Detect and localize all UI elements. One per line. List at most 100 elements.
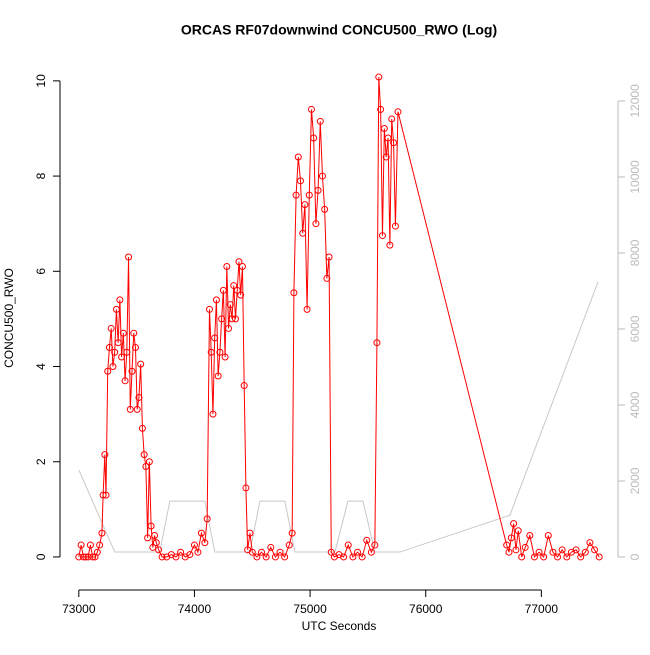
data-point [211,334,219,342]
data-point [218,315,226,323]
data-point [526,532,534,540]
data-point [292,191,300,199]
data-point [378,232,386,240]
data-point [390,139,398,147]
data-point [540,553,548,561]
data-point [373,339,381,347]
data-point [510,520,518,528]
y-tick-label: 2 [34,458,48,465]
data-point [158,553,166,561]
data-point [325,253,333,261]
data-point [207,348,215,356]
data-point [221,353,229,361]
data-point [514,527,522,535]
data-point [219,286,227,294]
data-point [577,553,585,561]
y2-tick-label: 8000 [628,239,642,266]
data-point [101,451,109,459]
y2-tick-label: 12000 [628,84,642,118]
data-point [394,108,402,116]
data-point [230,282,238,290]
data-point [314,186,322,194]
data-point [145,458,153,466]
data-point [118,353,126,361]
data-point [190,541,198,549]
data-point [109,363,117,371]
data-point [591,546,599,554]
data-point [98,529,106,537]
data-point [135,393,143,401]
data-point [102,491,110,499]
data-point [177,548,185,556]
data-point [530,553,538,561]
data-point [203,515,211,523]
data-point [119,329,127,337]
data-point [114,339,122,347]
data-point [301,201,309,209]
y2-tick-label: 6000 [628,315,642,342]
y2-tick-label: 0 [628,553,642,560]
data-point [544,532,552,540]
data-point [93,548,101,556]
data-point [386,241,394,249]
data-point [209,410,217,418]
data-point [125,253,133,261]
y-tick-label: 6 [34,268,48,275]
data-point [253,553,261,561]
y-axis-label: CONCU500_RWO [2,268,16,368]
data-point [349,553,357,561]
data-point [518,553,526,561]
data-point [371,541,379,549]
data-point [258,548,266,556]
data-point [194,548,202,556]
data-point [79,553,87,561]
x-tick-label: 76000 [409,602,443,616]
data-point [248,548,256,556]
y-tick-label: 8 [34,172,48,179]
data-point [380,124,388,132]
x-tick-label: 73000 [62,602,96,616]
data-point [281,553,289,561]
data-point [354,548,362,556]
data-point [262,553,270,561]
data-point [572,546,580,554]
data-point [96,541,104,549]
data-point [121,377,129,385]
data-point [105,343,113,351]
data-point [382,153,390,161]
data-point [140,451,148,459]
data-point [242,484,250,492]
data-point [233,286,241,294]
x-axis-label: UTC Seconds [302,619,377,633]
data-point [554,553,562,561]
data-point [285,541,293,549]
chart-title: ORCAS RF07downwind CONCU500_RWO (Log) [181,22,497,38]
data-point [155,546,163,554]
data-point [384,134,392,142]
data-point [238,263,246,271]
data-point [152,539,160,547]
y2-tick-label: 10000 [628,160,642,194]
data-point [521,543,529,551]
data-point [75,553,83,561]
data-point [212,296,220,304]
data-point [216,348,224,356]
data-point [144,534,152,542]
data-point [197,529,205,537]
data-point [237,291,245,299]
data-point [223,263,231,271]
data-point [288,529,296,537]
data-point [367,548,375,556]
data-point [305,191,313,199]
data-point [147,522,155,530]
y-tick-label: 4 [34,363,48,370]
data-point [303,305,311,313]
data-point [507,534,515,542]
data-point [151,532,159,540]
x-tick-label: 74000 [178,602,212,616]
data-point [232,315,240,323]
data-point [358,553,366,561]
data-point [131,343,139,351]
data-point [505,548,513,556]
